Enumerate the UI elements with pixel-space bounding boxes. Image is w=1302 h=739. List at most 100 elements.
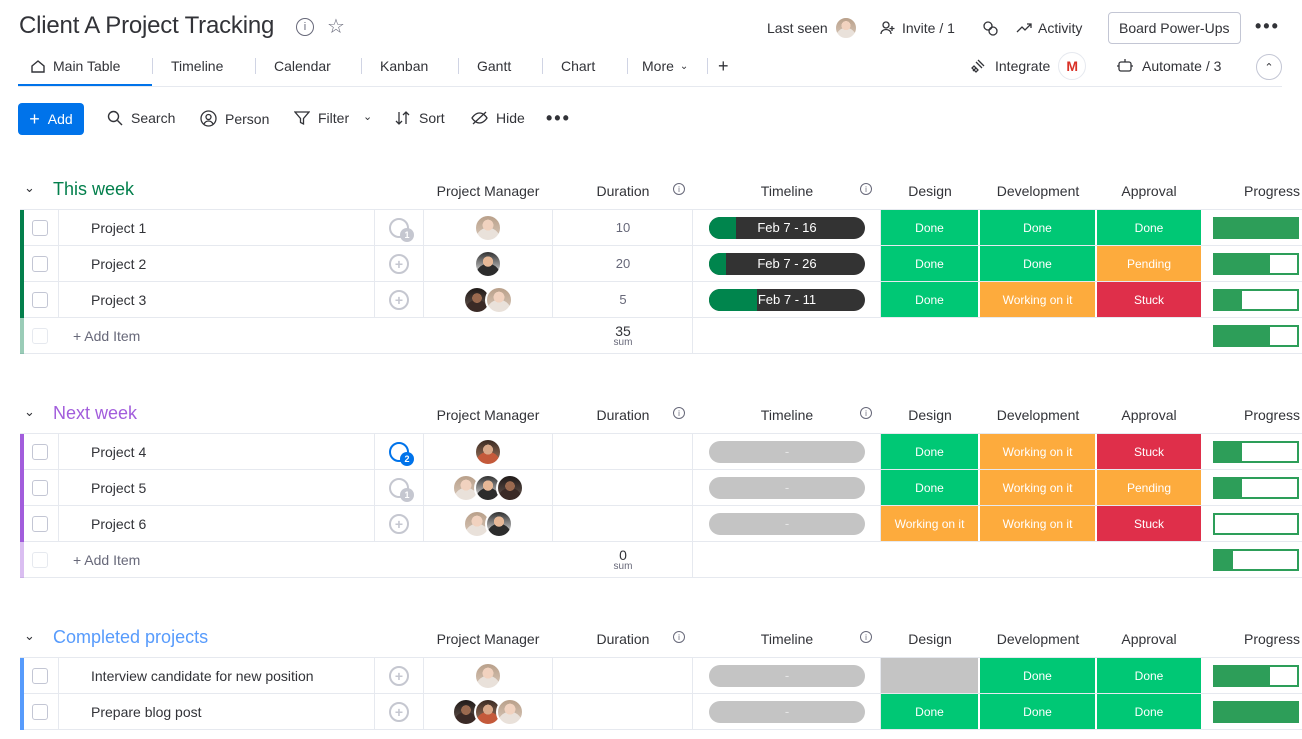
design-status[interactable]: Done (881, 246, 979, 281)
group-title[interactable]: This week (53, 179, 135, 199)
column-header-progress[interactable]: Progress (1243, 407, 1301, 423)
column-header-design[interactable]: Design (908, 407, 952, 423)
updates-icon[interactable]: 1 (389, 477, 414, 502)
tab-timeline[interactable]: Timeline (171, 58, 224, 74)
column-header-manager[interactable]: Project Manager (436, 407, 540, 423)
duration-cell[interactable] (573, 658, 673, 693)
duration-cell[interactable] (573, 506, 673, 541)
table-row[interactable]: Prepare blog post + - Done Done Done (20, 694, 1302, 730)
updates-icon[interactable]: 2 (389, 441, 414, 466)
activity-button[interactable]: Activity (1016, 20, 1082, 36)
updates-cell[interactable]: + (387, 282, 411, 317)
updates-cell[interactable]: 1 (387, 470, 414, 505)
more-options-icon[interactable]: ••• (1255, 16, 1280, 36)
table-row[interactable]: Project 2 +20 Feb 7 - 26 Done Done Pending (20, 246, 1302, 282)
design-status[interactable]: Done (881, 210, 979, 245)
table-row[interactable]: Project 4 2 - Done Working on it Stuck (20, 434, 1302, 470)
row-checkbox[interactable] (32, 443, 48, 460)
group-title[interactable]: Completed projects (53, 627, 209, 647)
approval-status[interactable]: Done (1097, 210, 1202, 245)
column-header-approval[interactable]: Approval (1121, 183, 1177, 199)
sort-button[interactable]: Sort (395, 110, 445, 126)
updates-cell[interactable]: + (387, 506, 411, 541)
project-manager-cell[interactable] (438, 658, 538, 693)
development-status[interactable]: Working on it (980, 506, 1096, 541)
last-seen[interactable]: Last seen (767, 16, 858, 40)
row-checkbox[interactable] (32, 291, 48, 308)
updates-icon[interactable]: + (389, 253, 409, 274)
timeline-cell[interactable]: - (693, 658, 881, 693)
column-header-manager[interactable]: Project Manager (436, 183, 540, 199)
column-header-timeline[interactable]: Timeline (760, 183, 814, 199)
item-name[interactable]: Project 6 (91, 515, 147, 532)
board-title[interactable]: Client A Project Tracking (19, 12, 275, 39)
column-header-progress[interactable]: Progress (1243, 183, 1301, 199)
tab-calendar[interactable]: Calendar (274, 58, 331, 74)
development-status[interactable]: Done (980, 210, 1096, 245)
collapse-header-icon[interactable]: ⌃ (1256, 54, 1282, 80)
row-checkbox[interactable] (32, 479, 48, 496)
tab-chart[interactable]: Chart (561, 58, 596, 74)
automate-button[interactable]: Automate / 3 (1116, 58, 1221, 74)
group-collapse-icon[interactable]: ⌄ (24, 628, 35, 643)
approval-status[interactable]: Pending (1097, 246, 1202, 281)
updates-icon[interactable]: + (389, 513, 409, 534)
column-header-duration[interactable]: Duration (596, 407, 650, 423)
star-icon[interactable]: ☆ (327, 16, 345, 38)
person-filter-button[interactable]: Person (200, 110, 269, 127)
add-item-row[interactable]: + Add Item 0 sum (20, 542, 1302, 578)
column-header-duration[interactable]: Duration (596, 631, 650, 647)
timeline-cell[interactable]: - (693, 470, 881, 505)
updates-icon[interactable]: + (389, 701, 409, 722)
row-checkbox[interactable] (32, 515, 48, 532)
column-header-approval[interactable]: Approval (1121, 631, 1177, 647)
timeline-cell[interactable]: Feb 7 - 26 (693, 246, 881, 281)
updates-cell[interactable]: 2 (387, 434, 414, 469)
filter-button[interactable]: Filter (294, 110, 349, 126)
column-header-manager[interactable]: Project Manager (436, 631, 540, 647)
filter-chevron-icon[interactable]: ⌄ (363, 111, 373, 123)
duration-cell[interactable]: 20 (615, 256, 631, 271)
duration-info-icon[interactable]: i (673, 407, 685, 419)
tab-more[interactable]: More ⌄ (642, 58, 688, 74)
column-header-duration[interactable]: Duration (596, 183, 650, 199)
timeline-info-icon[interactable]: i (860, 183, 872, 195)
development-status[interactable]: Done (980, 658, 1096, 693)
duration-info-icon[interactable]: i (673, 631, 685, 643)
add-item-row[interactable]: + Add Item 35 sum (20, 318, 1302, 354)
search-button[interactable]: Search (107, 110, 175, 126)
design-status[interactable]: Done (881, 282, 979, 317)
column-header-development[interactable]: Development (996, 631, 1080, 647)
table-row[interactable]: Project 6 + - Working on it Working on it Stu… (20, 506, 1302, 542)
approval-status[interactable]: Stuck (1097, 282, 1202, 317)
hide-button[interactable]: Hide (471, 110, 525, 126)
approval-status[interactable]: Stuck (1097, 434, 1202, 469)
duration-cell[interactable] (573, 470, 673, 505)
row-checkbox-cell[interactable] (30, 210, 50, 245)
tab-main-table[interactable]: Main Table (30, 58, 120, 74)
column-header-development[interactable]: Development (996, 407, 1080, 423)
duration-info-icon[interactable]: i (673, 183, 685, 195)
tab-gantt[interactable]: Gantt (477, 58, 512, 74)
info-icon[interactable]: i (296, 18, 314, 36)
updates-cell[interactable]: + (387, 658, 411, 693)
column-header-progress[interactable]: Progress (1243, 631, 1301, 647)
updates-cell[interactable]: 1 (387, 210, 414, 245)
approval-status[interactable]: Done (1097, 694, 1202, 729)
development-status[interactable]: Done (980, 694, 1096, 729)
item-name[interactable]: Project 4 (91, 443, 147, 460)
column-header-design[interactable]: Design (908, 631, 952, 647)
column-header-development[interactable]: Development (996, 183, 1080, 199)
project-manager-cell[interactable] (438, 210, 538, 245)
column-header-timeline[interactable]: Timeline (760, 631, 814, 647)
development-status[interactable]: Working on it (980, 470, 1096, 505)
group-title[interactable]: Next week (53, 403, 138, 423)
project-manager-cell[interactable] (438, 506, 538, 541)
column-header-approval[interactable]: Approval (1121, 407, 1177, 423)
project-manager-cell[interactable] (438, 282, 538, 317)
add-button[interactable]: + Add (18, 103, 84, 135)
add-item-input[interactable]: + Add Item (73, 327, 141, 344)
updates-icon[interactable]: + (389, 289, 409, 310)
row-checkbox-cell[interactable] (30, 282, 50, 317)
design-status[interactable]: Done (881, 694, 979, 729)
